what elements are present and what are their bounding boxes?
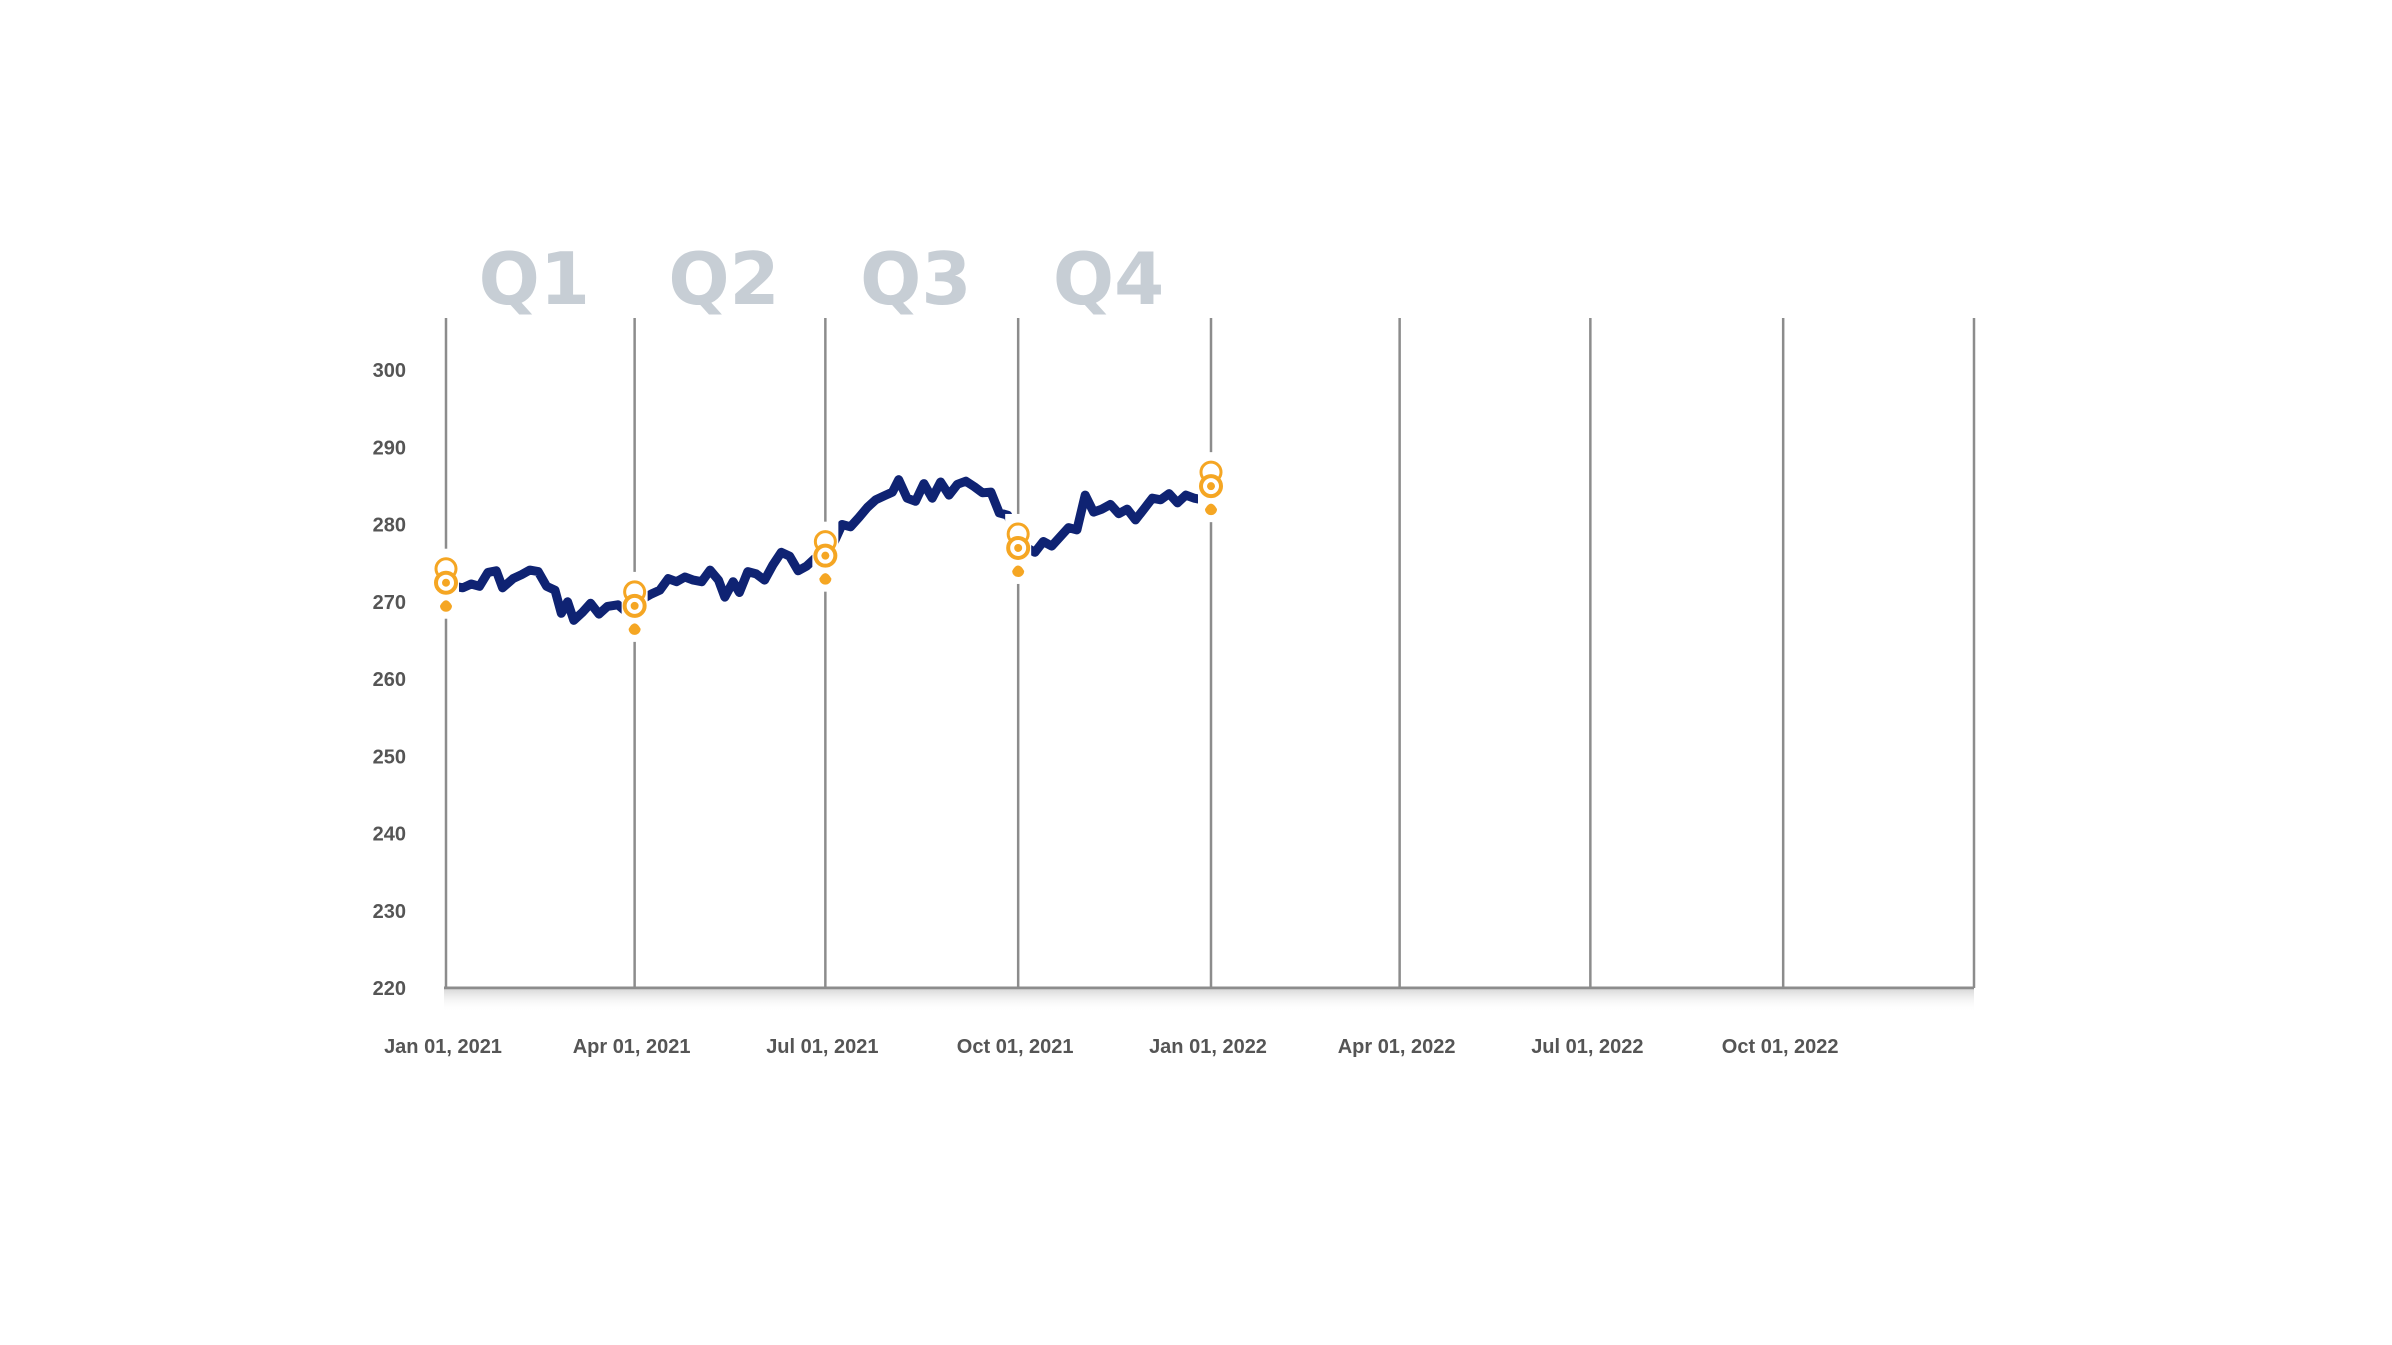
event-marker-drop xyxy=(1012,565,1025,577)
y-tick-label: 300 xyxy=(373,360,406,382)
x-tick-label: Apr 01, 2021 xyxy=(573,1036,691,1058)
x-axis-tick-labels: Jan 01, 2021 Apr 01, 2021 Jul 01, 2021 Oct … xyxy=(384,1036,1838,1058)
y-tick-label: 250 xyxy=(373,746,406,768)
y-tick-label: 240 xyxy=(373,824,406,846)
event-marker-center xyxy=(821,551,830,560)
event-marker[interactable] xyxy=(1005,513,1032,584)
axes xyxy=(444,986,1974,1012)
y-tick-label: 220 xyxy=(373,978,406,1000)
x-axis-shadow xyxy=(444,990,1974,1012)
y-tick-label: 260 xyxy=(373,669,406,691)
event-marker[interactable] xyxy=(621,571,648,642)
event-marker-center xyxy=(442,578,450,587)
event-marker-drop xyxy=(440,600,452,612)
x-tick-label: Oct 01, 2022 xyxy=(1722,1036,1839,1058)
x-tick-label: Jul 01, 2021 xyxy=(766,1036,878,1058)
y-axis-tick-labels: 220 230 240 250 260 270 280 290 300 xyxy=(373,360,406,1000)
x-tick-label: Oct 01, 2021 xyxy=(957,1036,1074,1058)
x-tick-label: Jan 01, 2022 xyxy=(1149,1036,1267,1058)
y-tick-label: 290 xyxy=(373,437,406,459)
y-tick-label: 270 xyxy=(373,592,406,614)
event-marker-center xyxy=(630,601,639,610)
event-marker[interactable] xyxy=(812,521,839,592)
event-markers xyxy=(433,452,1224,642)
event-marker-drop xyxy=(1205,503,1217,516)
quarter-label-q1: Q1 xyxy=(479,237,590,321)
event-marker[interactable] xyxy=(433,548,459,619)
event-marker-center xyxy=(1207,482,1215,491)
event-marker-center xyxy=(1014,543,1023,552)
vertical-gridlines xyxy=(444,318,1976,988)
quarter-label-q3: Q3 xyxy=(860,237,971,321)
y-tick-label: 230 xyxy=(373,901,406,923)
x-tick-label: Jul 01, 2022 xyxy=(1531,1036,1643,1058)
event-marker-drop xyxy=(628,623,641,635)
y-tick-label: 280 xyxy=(373,515,406,537)
quarter-label-q2: Q2 xyxy=(668,237,779,321)
event-marker-drop xyxy=(819,573,832,585)
x-tick-label: Apr 01, 2022 xyxy=(1338,1036,1456,1058)
event-marker[interactable] xyxy=(1198,452,1224,523)
quarter-labels: Q1 Q2 Q3 Q4 xyxy=(479,237,1165,321)
x-tick-label: Jan 01, 2021 xyxy=(384,1036,502,1058)
quarter-label-q4: Q4 xyxy=(1053,237,1164,321)
